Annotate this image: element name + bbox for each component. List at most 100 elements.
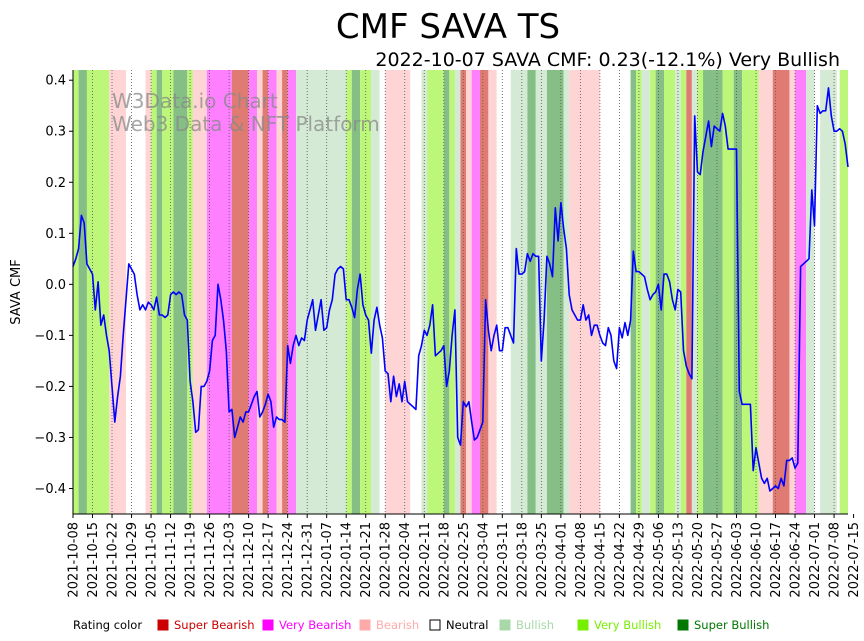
x-tick-label-32: 2022-05-20 [691, 522, 706, 598]
x-tick-label-15: 2022-01-21 [359, 522, 374, 598]
band-43 [546, 70, 564, 514]
y-tick-label-0: −0.4 [34, 482, 66, 497]
band-56 [691, 70, 698, 514]
x-tick-label-14: 2022-01-14 [340, 522, 355, 598]
band-7 [156, 70, 163, 514]
y-tick-label-6: 0.2 [45, 176, 66, 191]
band-15 [256, 70, 263, 514]
band-17 [268, 70, 277, 514]
y-tick-label-3: −0.1 [34, 329, 66, 344]
x-tick-label-31: 2022-05-13 [671, 522, 686, 598]
y-axis-label: SAVA CMF [9, 259, 24, 324]
band-44 [563, 70, 570, 514]
x-tick-label-20: 2022-02-25 [457, 522, 472, 598]
x-tick-label-39: 2022-07-08 [828, 522, 843, 598]
band-13 [231, 70, 249, 514]
band-40 [510, 70, 528, 514]
legend-swatch-6 [677, 619, 689, 631]
x-tick-label-23: 2022-03-18 [515, 522, 530, 598]
band-33 [454, 70, 461, 514]
band-38 [488, 70, 497, 514]
band-39 [496, 70, 511, 514]
x-tick-label-2: 2021-10-22 [106, 522, 121, 598]
band-20 [287, 70, 297, 514]
band-30 [427, 70, 444, 514]
x-tick-label-6: 2021-11-19 [184, 522, 199, 598]
legend-item-1: Very Bearish [279, 618, 351, 632]
x-tick-label-1: 2021-10-15 [86, 522, 101, 598]
x-tick-label-3: 2021-10-29 [125, 522, 140, 598]
chart-title: CMF SAVA TS [336, 7, 560, 47]
x-tick-label-33: 2022-05-27 [711, 522, 726, 598]
watermark: W3Data.io Chart Web3 Data & NFT Platform [112, 89, 380, 136]
x-tick-label-13: 2022-01-07 [320, 522, 335, 598]
band-0 [73, 70, 79, 514]
band-52 [664, 70, 676, 514]
band-25 [371, 70, 380, 514]
band-54 [680, 70, 687, 514]
band-46 [599, 70, 631, 514]
band-45 [569, 70, 600, 514]
band-31 [443, 70, 450, 514]
x-tick-label-34: 2022-06-03 [730, 522, 745, 598]
x-tick-label-40: 2022-07-15 [847, 522, 862, 598]
legend-swatch-1 [262, 619, 274, 631]
legend-item-6: Super Bullish [694, 618, 769, 632]
band-57 [697, 70, 704, 514]
axes [72, 70, 848, 515]
x-tick-label-28: 2022-04-22 [613, 522, 628, 598]
band-49 [641, 70, 651, 514]
x-tick-label-37: 2022-06-24 [789, 522, 804, 598]
weekly-gridlines [72, 70, 835, 514]
legend-label: Rating color [73, 618, 142, 632]
rating-bands [73, 70, 848, 514]
legend-item-4: Bullish [516, 618, 554, 632]
series-line-0 [72, 87, 849, 492]
y-tick-label-7: 0.3 [45, 125, 66, 140]
x-tick-label-4: 2021-11-05 [145, 522, 160, 598]
y-tick-label-8: 0.4 [45, 74, 66, 89]
y-tick-label-4: 0.0 [45, 278, 66, 293]
x-tick-label-16: 2022-01-28 [379, 522, 394, 598]
band-5 [145, 70, 152, 514]
x-tick-label-29: 2022-04-29 [632, 522, 647, 598]
x-tick-label-11: 2021-12-24 [281, 522, 296, 598]
band-55 [686, 70, 692, 514]
legend-item-0: Super Bearish [174, 618, 255, 632]
band-28 [410, 70, 422, 514]
band-26 [379, 70, 386, 514]
y-tick-label-2: −0.2 [34, 380, 66, 395]
y-tick-label-1: −0.3 [34, 431, 66, 446]
band-32 [449, 70, 455, 514]
watermark-line-2: Web3 Data & NFT Platform [112, 112, 380, 136]
band-70 [839, 70, 848, 514]
band-9 [173, 70, 188, 514]
band-11 [192, 70, 207, 514]
x-tick-label-36: 2022-06-17 [769, 522, 784, 598]
x-tick-label-7: 2021-11-26 [203, 522, 218, 598]
y-ticks: −0.4 −0.3 −0.2 −0.1 0.0 0.1 0.2 0.3 0.4 [34, 74, 73, 497]
band-64 [789, 70, 796, 514]
band-14 [248, 70, 257, 514]
band-23 [351, 70, 361, 514]
x-tick-label-5: 2021-11-12 [164, 522, 179, 598]
band-41 [527, 70, 536, 514]
chart-subtitle: 2022-10-07 SAVA CMF: 0.23(-12.1%) Very B… [375, 49, 840, 71]
band-36 [471, 70, 481, 514]
band-22 [346, 70, 352, 514]
band-66 [806, 70, 815, 514]
legend-item-5: Very Bullish [594, 618, 661, 632]
band-58 [703, 70, 723, 514]
x-tick-label-12: 2021-12-31 [301, 522, 316, 598]
rating-legend: Rating color Super Bearish Very Bearish Bea… [73, 618, 769, 632]
band-59 [722, 70, 734, 514]
band-50 [650, 70, 656, 514]
x-tick-label-8: 2021-12-03 [223, 522, 238, 598]
legend-swatch-4 [499, 619, 511, 631]
x-tick-label-24: 2022-03-25 [535, 522, 550, 598]
band-68 [820, 70, 837, 514]
band-27 [385, 70, 411, 514]
watermark-line-1: W3Data.io Chart [112, 89, 278, 113]
cmf-series [72, 87, 849, 492]
